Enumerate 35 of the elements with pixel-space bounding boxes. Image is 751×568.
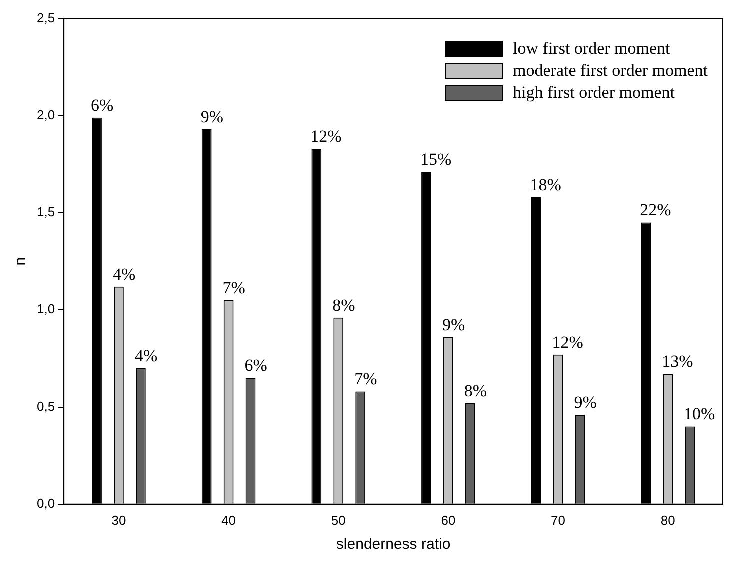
y-tick-label: 1,5 [36,204,56,220]
y-tick-label: 0,0 [36,496,56,511]
annotation: 6% [244,356,268,376]
annotation: 9% [574,393,597,412]
annotation: 9% [200,107,224,126]
x-tick-label: 50 [331,512,346,528]
annotation: 22% [640,200,672,220]
annotation: 15% [420,150,452,170]
legend-label: moderate first order moment [513,60,708,82]
y-axis-title: n [12,257,30,266]
annotation: 8% [332,296,356,315]
annotation: 4% [134,346,158,366]
annotation: 8% [464,381,488,400]
x-tick-label: 80 [660,512,676,528]
annotation: 10% [684,404,716,424]
y-tick-label: 0,5 [36,398,56,414]
annotation: 9% [442,315,466,334]
annotation: 4% [112,264,136,284]
annotation: 6% [91,96,114,115]
y-tick-label: 2,0 [36,108,56,122]
legend-label: high first order moment [513,82,675,104]
annotation: 7% [354,370,378,389]
x-tick-label: 40 [222,512,236,528]
annotation: 12% [310,126,342,146]
annotation: 18% [530,175,562,194]
y-tick-label: 2,5 [36,10,56,26]
y-tick-label: 1,0 [36,302,56,317]
annotation: 13% [662,352,694,372]
x-tick-label: 60 [441,512,456,528]
x-tick-label: 70 [551,512,566,528]
annotation: 7% [222,278,246,298]
x-axis-title: slenderness ratio [336,536,451,554]
x-tick-label: 30 [112,512,126,528]
annotation: 12% [552,332,584,352]
legend-label: low first order moment [513,38,670,60]
